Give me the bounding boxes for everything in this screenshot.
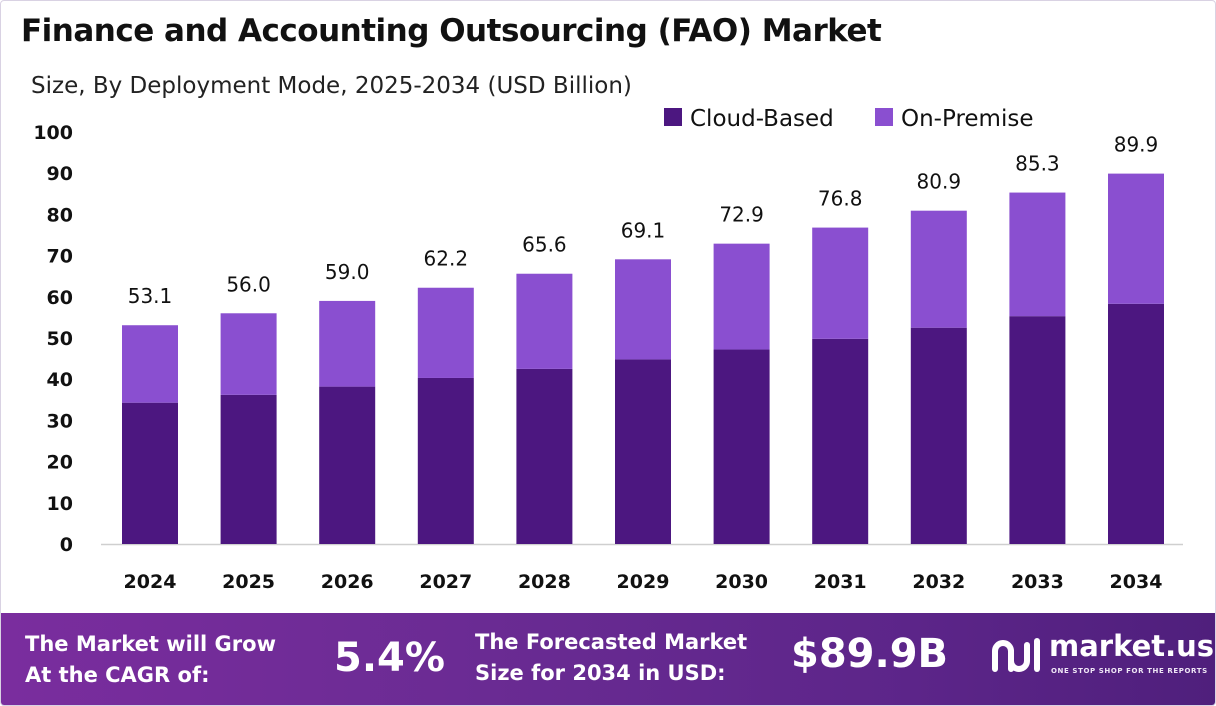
x-tick-label: 2025 (222, 571, 275, 593)
bar-segment (1108, 303, 1164, 544)
bar-segment (812, 338, 869, 544)
y-tick-label: 0 (60, 534, 73, 556)
x-tick-label: 2029 (617, 571, 670, 593)
bar-segment (220, 394, 277, 544)
bar-segment (220, 313, 277, 395)
bar-segment (516, 273, 573, 369)
forecast-label: The Forecasted Market Size for 2034 in U… (475, 627, 747, 689)
bar-segment (910, 210, 967, 328)
bar-segment (615, 359, 671, 544)
data-label: 89.9 (1114, 133, 1159, 157)
cagr-value: 5.4% (334, 635, 445, 681)
data-label: 59.0 (325, 260, 370, 284)
legend-swatch (875, 108, 893, 126)
brand-tagline: ONE STOP SHOP FOR THE REPORTS (1051, 667, 1208, 675)
cagr-label-line-2: At the CAGR of: (25, 663, 210, 687)
bar-segment (319, 386, 376, 544)
data-label: 56.0 (226, 272, 271, 296)
x-tick-label: 2031 (814, 571, 867, 593)
bar-segment (417, 287, 474, 378)
bar-segment (417, 377, 474, 544)
bar-segment (1009, 192, 1066, 317)
bar-segment (319, 300, 376, 387)
bar-segment (615, 259, 671, 360)
bar-chart: 010203040506070809010053.1202456.0202559… (33, 106, 1183, 593)
data-label: 53.1 (128, 284, 173, 308)
bar-segment (516, 368, 573, 544)
chart-title: Finance and Accounting Outsourcing (FAO)… (21, 13, 882, 49)
data-label: 76.8 (818, 187, 863, 211)
data-label: 65.6 (522, 233, 567, 257)
y-tick-label: 20 (47, 452, 73, 474)
y-tick-label: 80 (47, 204, 73, 226)
data-label: 85.3 (1015, 152, 1060, 176)
data-label: 62.2 (424, 247, 469, 271)
bar-segment (713, 243, 770, 350)
y-tick-label: 100 (33, 122, 73, 144)
y-tick-label: 50 (47, 328, 73, 350)
bar-segment (122, 402, 178, 544)
bar-segment (713, 349, 770, 544)
x-tick-label: 2032 (912, 571, 965, 593)
y-tick-label: 60 (47, 287, 73, 309)
y-tick-label: 10 (47, 493, 73, 515)
forecast-value: $89.9B (791, 631, 949, 677)
bar-segment (812, 227, 869, 339)
x-tick-label: 2034 (1110, 571, 1163, 593)
cagr-label-line-1: The Market will Grow (25, 632, 276, 656)
cagr-label: The Market will Grow At the CAGR of: (25, 629, 276, 691)
forecast-label-line-1: The Forecasted Market (475, 630, 748, 654)
y-tick-label: 30 (47, 410, 73, 432)
legend-label: Cloud-Based (690, 106, 834, 132)
brand-name: market.us (1049, 629, 1215, 663)
market-us-logo-icon (992, 638, 1040, 672)
summary-footer: The Market will Grow At the CAGR of: 5.4… (1, 613, 1215, 705)
data-label: 69.1 (621, 218, 666, 242)
x-tick-label: 2028 (518, 571, 571, 593)
data-label: 72.9 (719, 203, 764, 227)
bar-segment (1009, 316, 1066, 544)
y-tick-label: 70 (47, 246, 73, 268)
legend-swatch (664, 108, 682, 126)
x-tick-label: 2027 (419, 571, 472, 593)
legend-label: On-Premise (901, 106, 1033, 132)
x-tick-label: 2024 (124, 571, 177, 593)
bar-segment (910, 327, 967, 544)
y-tick-label: 40 (47, 369, 73, 391)
chart-subtitle: Size, By Deployment Mode, 2025-2034 (USD… (31, 73, 632, 99)
bar-segment (122, 325, 178, 403)
x-tick-label: 2030 (715, 571, 768, 593)
x-tick-label: 2026 (321, 571, 374, 593)
y-tick-label: 90 (47, 163, 73, 185)
bar-segment (1108, 173, 1164, 304)
data-label: 80.9 (917, 170, 962, 194)
forecast-label-line-2: Size for 2034 in USD: (475, 661, 726, 685)
x-tick-label: 2033 (1011, 571, 1064, 593)
